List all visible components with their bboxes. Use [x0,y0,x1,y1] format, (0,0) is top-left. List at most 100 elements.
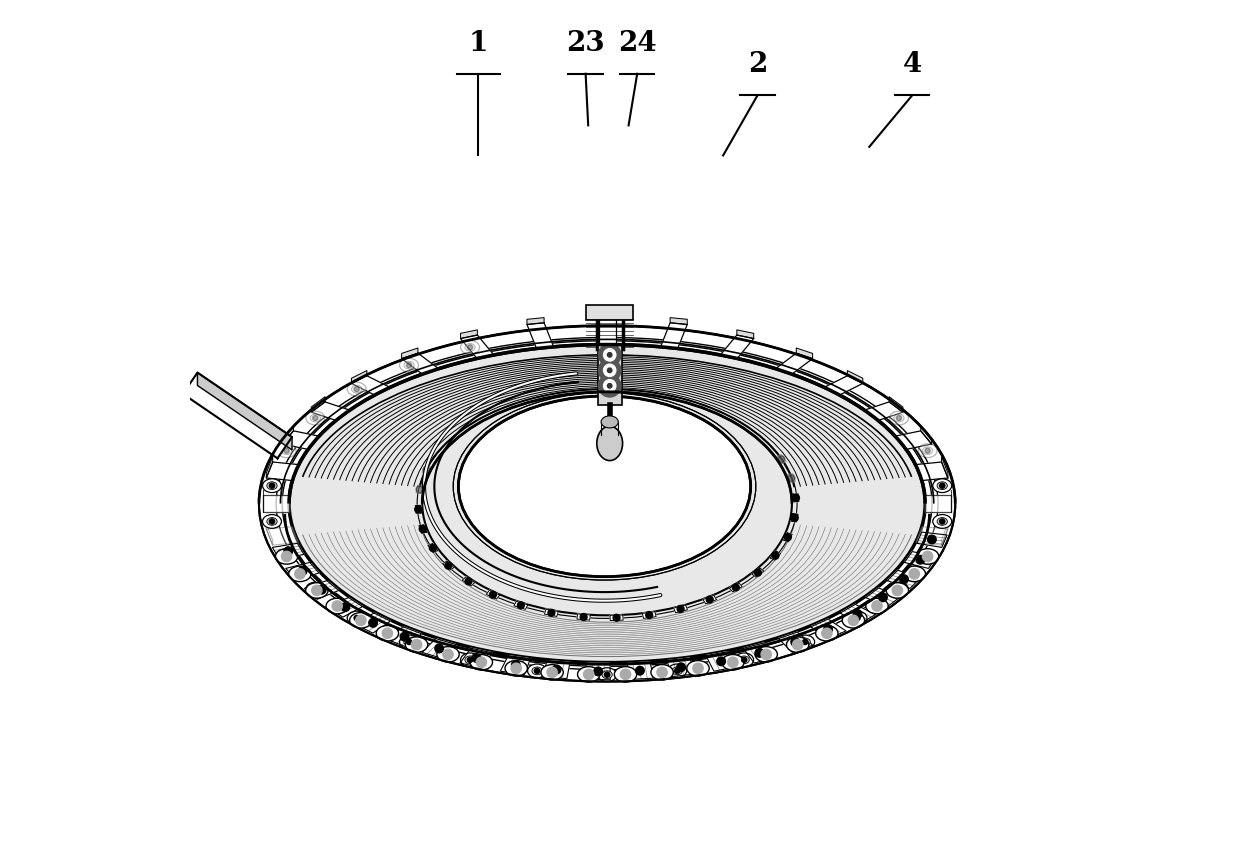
Ellipse shape [465,344,475,351]
Circle shape [893,585,903,596]
Ellipse shape [242,308,972,698]
Circle shape [412,640,422,650]
Polygon shape [443,561,454,570]
Ellipse shape [596,426,622,461]
FancyBboxPatch shape [598,344,621,405]
Circle shape [284,554,289,559]
Circle shape [317,585,326,594]
Circle shape [646,611,652,618]
Polygon shape [888,570,921,588]
Polygon shape [422,466,430,474]
Ellipse shape [848,611,867,625]
Circle shape [472,653,481,662]
Polygon shape [599,319,616,344]
Ellipse shape [722,654,744,670]
Circle shape [823,625,832,634]
Circle shape [281,551,291,561]
Circle shape [355,616,360,621]
Circle shape [728,657,738,667]
Polygon shape [273,543,304,560]
Ellipse shape [289,567,311,581]
Polygon shape [460,335,494,358]
Text: 4: 4 [903,51,921,78]
Ellipse shape [310,585,320,593]
Polygon shape [770,551,781,561]
Circle shape [269,483,274,488]
Ellipse shape [786,637,808,653]
Ellipse shape [263,479,281,492]
Polygon shape [402,353,439,374]
Circle shape [733,584,739,591]
Circle shape [925,448,930,453]
Polygon shape [737,330,754,338]
Ellipse shape [916,548,939,564]
Polygon shape [776,455,786,464]
Circle shape [465,578,472,585]
Ellipse shape [889,582,909,596]
Polygon shape [921,425,931,444]
Circle shape [897,586,901,592]
Circle shape [429,544,436,551]
Ellipse shape [305,583,329,598]
Circle shape [355,387,360,392]
Polygon shape [267,457,273,478]
Ellipse shape [404,362,414,369]
Circle shape [792,494,800,501]
Circle shape [916,555,925,564]
Circle shape [755,648,764,657]
Circle shape [580,614,587,621]
Circle shape [605,672,610,678]
Polygon shape [355,613,391,633]
Circle shape [848,615,858,625]
Polygon shape [285,562,319,580]
Circle shape [604,364,616,376]
Circle shape [620,669,631,679]
Ellipse shape [326,598,348,614]
Circle shape [677,605,684,612]
Ellipse shape [923,447,932,455]
Circle shape [608,369,611,373]
Circle shape [791,638,800,647]
Circle shape [269,519,274,524]
Ellipse shape [601,416,619,428]
Ellipse shape [739,656,749,664]
Polygon shape [751,568,764,577]
Ellipse shape [816,626,838,641]
Ellipse shape [460,340,480,354]
Circle shape [512,660,520,669]
Polygon shape [627,662,653,679]
Circle shape [909,569,920,579]
Polygon shape [703,595,717,604]
Polygon shape [667,658,696,677]
Polygon shape [267,462,299,480]
Circle shape [517,602,525,609]
Circle shape [423,467,430,474]
Polygon shape [351,375,389,395]
Circle shape [467,657,472,662]
Ellipse shape [399,358,418,372]
Ellipse shape [278,549,296,563]
Circle shape [677,663,686,672]
Ellipse shape [350,612,372,628]
Circle shape [415,486,423,492]
Polygon shape [811,619,846,640]
Ellipse shape [735,653,754,666]
Ellipse shape [918,549,937,563]
Ellipse shape [672,667,682,675]
Circle shape [822,629,832,638]
Polygon shape [422,639,455,659]
Ellipse shape [404,638,414,646]
Circle shape [604,380,616,392]
Polygon shape [417,486,423,493]
Circle shape [382,629,393,638]
Ellipse shape [614,666,636,682]
Circle shape [445,562,451,569]
Ellipse shape [598,668,616,682]
Circle shape [415,506,422,512]
Ellipse shape [267,517,278,525]
Polygon shape [941,524,947,545]
Circle shape [636,666,645,675]
Circle shape [584,669,594,679]
Polygon shape [661,323,687,349]
Ellipse shape [800,638,810,646]
